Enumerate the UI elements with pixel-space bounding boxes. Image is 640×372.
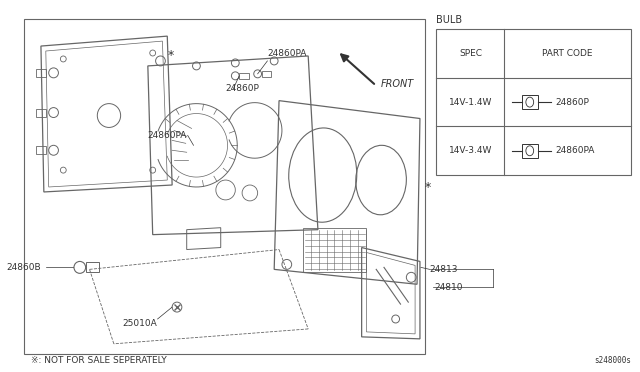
Bar xyxy=(24,19,425,354)
Text: BULB: BULB xyxy=(436,15,463,25)
Text: 24860PA: 24860PA xyxy=(555,146,595,155)
Text: 24860B: 24860B xyxy=(6,263,41,272)
Bar xyxy=(36,69,46,77)
Text: 24860PA: 24860PA xyxy=(147,131,187,140)
Text: 24860PA: 24860PA xyxy=(268,48,307,58)
Text: 24860P: 24860P xyxy=(225,84,259,93)
Bar xyxy=(522,95,538,109)
Text: PART CODE: PART CODE xyxy=(543,49,593,58)
Text: 24810: 24810 xyxy=(435,283,463,292)
Bar xyxy=(36,109,46,116)
Text: 14V-3.4W: 14V-3.4W xyxy=(449,146,492,155)
Bar xyxy=(303,228,367,272)
Text: 14V-1.4W: 14V-1.4W xyxy=(449,97,492,107)
Text: FRONT: FRONT xyxy=(381,79,414,89)
Text: 25010A: 25010A xyxy=(123,320,157,328)
Bar xyxy=(262,71,271,77)
Text: *: * xyxy=(167,49,173,62)
Text: ※: NOT FOR SALE SEPERATELY: ※: NOT FOR SALE SEPERATELY xyxy=(31,356,167,365)
Bar xyxy=(436,29,631,175)
Bar xyxy=(86,262,99,272)
Bar xyxy=(522,144,538,158)
Text: *: * xyxy=(425,182,431,195)
Text: SPEC: SPEC xyxy=(459,49,482,58)
Bar xyxy=(239,73,249,79)
Text: 24813: 24813 xyxy=(429,265,458,274)
Text: s248000s: s248000s xyxy=(594,356,631,365)
Text: 24860P: 24860P xyxy=(555,97,589,107)
Bar xyxy=(36,146,46,154)
